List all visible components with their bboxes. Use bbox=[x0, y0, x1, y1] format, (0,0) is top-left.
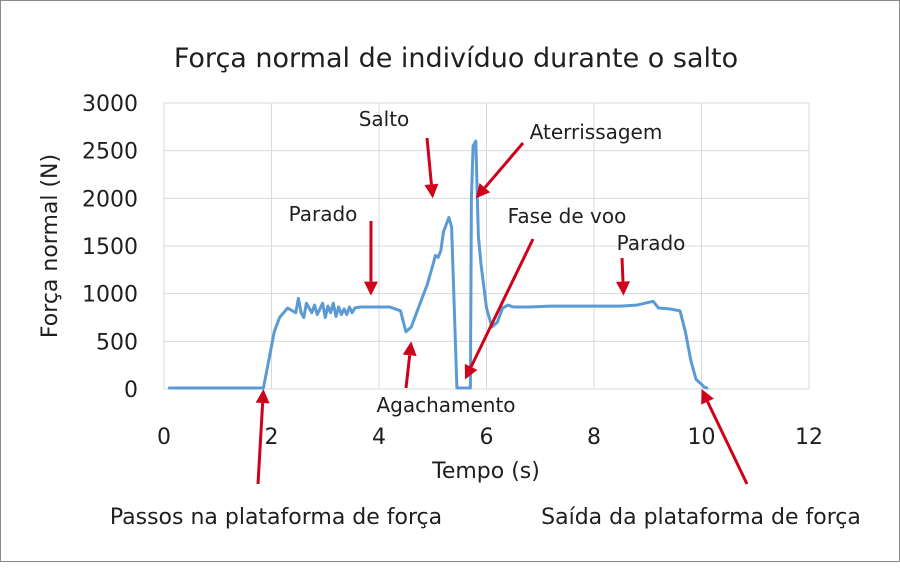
series-line-force bbox=[169, 141, 707, 388]
x-tick-label-4: 4 bbox=[372, 425, 386, 450]
y-tick-label-2500: 2500 bbox=[82, 140, 138, 165]
arrow-head-salto bbox=[424, 184, 438, 199]
annotation-parado-2: Parado bbox=[617, 231, 686, 255]
arrow-line-aterrissagem bbox=[485, 143, 523, 188]
y-tick-label-0: 0 bbox=[124, 378, 138, 403]
arrow-head-passos bbox=[256, 389, 270, 403]
chart-title: Força normal de indivíduo durante o salt… bbox=[174, 43, 738, 74]
x-tick-label-12: 12 bbox=[795, 425, 823, 450]
arrow-line-parado-2 bbox=[622, 258, 623, 282]
arrow-head-agachamento bbox=[403, 341, 417, 356]
annotation-parado-1: Parado bbox=[289, 202, 358, 226]
x-tick-label-0: 0 bbox=[157, 425, 171, 450]
arrow-line-salto bbox=[427, 138, 431, 184]
y-tick-label-3000: 3000 bbox=[82, 92, 138, 117]
x-tick-label-8: 8 bbox=[587, 425, 601, 450]
annotation-aterrissagem: Aterrissagem bbox=[530, 120, 663, 144]
annotation-agachamento: Agachamento bbox=[376, 393, 515, 417]
annotation-fase-de-voo: Fase de voo bbox=[508, 204, 627, 228]
arrow-line-passos bbox=[258, 403, 263, 484]
x-tick-label-10: 10 bbox=[688, 425, 716, 450]
x-axis-label: Tempo (s) bbox=[431, 459, 540, 484]
annotation-salto: Salto bbox=[359, 107, 410, 131]
annotation-passos: Passos na plataforma de força bbox=[110, 505, 442, 530]
y-tick-label-2000: 2000 bbox=[82, 187, 138, 212]
grid-layer bbox=[164, 103, 809, 389]
x-tick-label-6: 6 bbox=[480, 425, 494, 450]
y-axis-label: Força normal (N) bbox=[38, 154, 63, 338]
annotation-saida: Saída da plataforma de força bbox=[541, 505, 861, 530]
y-tick-label-500: 500 bbox=[96, 330, 138, 355]
arrow-line-agachamento bbox=[406, 355, 410, 388]
y-tick-label-1500: 1500 bbox=[82, 235, 138, 260]
y-tick-label-1000: 1000 bbox=[82, 283, 138, 308]
x-tick-label-2: 2 bbox=[265, 425, 279, 450]
